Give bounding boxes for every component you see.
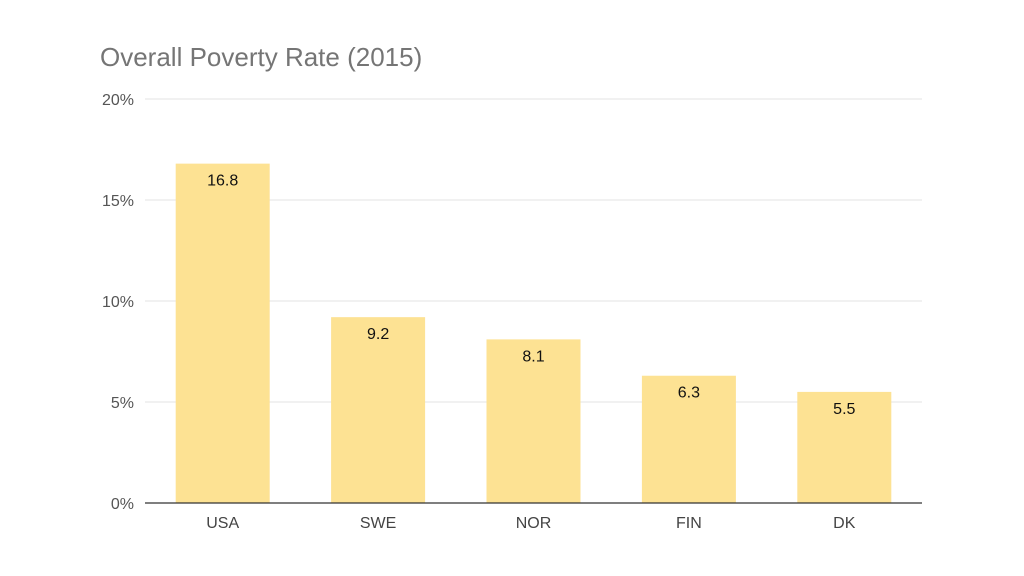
x-tick-label: NOR (516, 515, 552, 532)
bars (175, 163, 892, 503)
bar-usa (175, 163, 270, 503)
chart-title: Overall Poverty Rate (2015) (100, 42, 422, 72)
x-tick-label: USA (206, 515, 239, 532)
data-labels: 16.8 9.2 8.1 6.3 5.5 (207, 173, 855, 418)
bar-dk (797, 391, 892, 503)
x-tick-label: SWE (360, 515, 396, 532)
bar-fin (641, 375, 736, 503)
bar-nor (486, 339, 581, 503)
y-tick-label: 5% (111, 395, 134, 412)
data-label: 9.2 (367, 326, 389, 343)
y-axis-ticks: 0% 5% 10% 15% 20% (102, 92, 134, 513)
x-tick-label: FIN (676, 515, 702, 532)
bar-swe (331, 317, 426, 503)
x-tick-label: DK (833, 515, 856, 532)
data-label: 6.3 (678, 385, 700, 402)
y-tick-label: 15% (102, 193, 134, 210)
data-label: 8.1 (522, 348, 544, 365)
y-tick-label: 0% (111, 496, 134, 513)
data-label: 5.5 (833, 401, 855, 418)
y-tick-label: 20% (102, 92, 134, 109)
y-tick-label: 10% (102, 294, 134, 311)
data-label: 16.8 (207, 173, 238, 190)
x-axis-categories: USA SWE NOR FIN DK (206, 515, 855, 532)
